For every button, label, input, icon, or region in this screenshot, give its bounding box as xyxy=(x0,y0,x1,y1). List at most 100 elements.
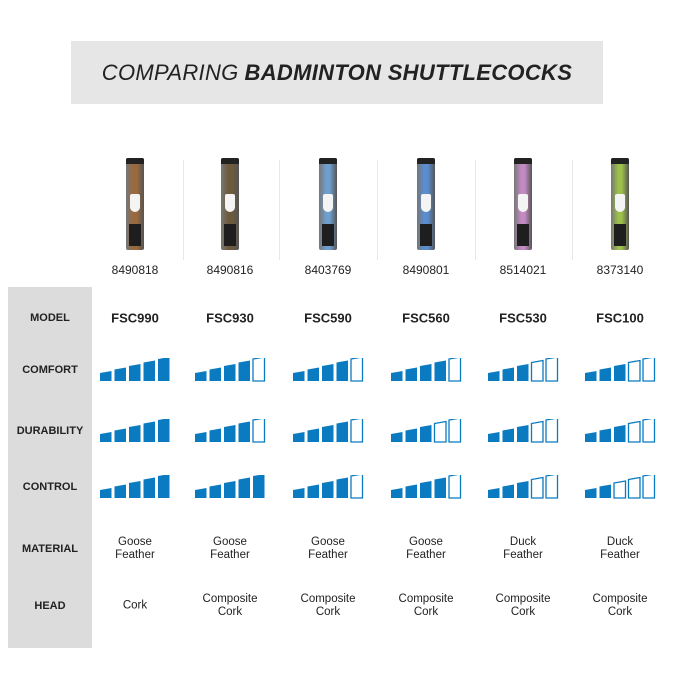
rating-bar-empty xyxy=(642,358,656,382)
rating-bar-empty xyxy=(530,476,544,499)
rating-bar-filled xyxy=(129,425,141,442)
rating-bar-filled xyxy=(293,371,305,381)
head-line: Composite xyxy=(495,593,551,605)
product-model: FSC590 xyxy=(304,310,352,326)
rating-bar-filled xyxy=(614,425,626,442)
rating-bar-filled xyxy=(100,371,112,381)
rating-bar-empty xyxy=(627,420,641,443)
rating-bar-filled xyxy=(405,484,417,498)
rating-bar-filled xyxy=(293,488,305,498)
column-divider xyxy=(571,160,573,260)
control-rating xyxy=(391,475,462,499)
head-line: Composite xyxy=(592,593,648,605)
rating-bar-empty xyxy=(545,419,559,443)
material-line: Duck xyxy=(606,536,634,548)
column-divider xyxy=(182,160,184,260)
product-sku: 8514021 xyxy=(499,263,547,277)
rating-bar-filled xyxy=(420,364,432,381)
shuttlecock-tube-image xyxy=(126,158,144,250)
rating-bar-filled xyxy=(488,488,500,498)
rating-bar-filled xyxy=(488,432,500,442)
row-label-control: CONTROL xyxy=(22,481,78,493)
product-material: Goose Feather xyxy=(185,536,275,562)
rating-bar-filled xyxy=(307,428,319,442)
rating-bar-filled xyxy=(614,364,626,381)
rating-bar-empty xyxy=(350,358,364,382)
rating-bar-filled xyxy=(488,371,500,381)
product-material: Goose Feather xyxy=(90,536,180,562)
row-label-durability: DURABILITY xyxy=(16,425,84,437)
durability-rating xyxy=(391,419,462,443)
rating-bar-empty xyxy=(642,475,656,499)
shuttlecock-tube-image xyxy=(611,158,629,250)
head-line: Cork xyxy=(315,606,341,618)
rating-bar-empty xyxy=(350,419,364,443)
rating-bar-filled xyxy=(114,367,126,381)
rating-bar-filled xyxy=(517,425,529,442)
rating-bar-filled xyxy=(238,477,250,498)
rating-bar-filled xyxy=(293,432,305,442)
rating-bar-filled xyxy=(599,484,611,498)
rating-bar-filled xyxy=(517,364,529,381)
durability-rating xyxy=(488,419,559,443)
rating-bar-empty xyxy=(433,420,447,443)
comfort-rating xyxy=(195,358,266,382)
head-line: Cork xyxy=(217,606,243,618)
product-material: Goose Feather xyxy=(283,536,373,562)
rating-bar-empty xyxy=(448,358,462,382)
product-head: Composite Cork xyxy=(381,593,471,619)
head-line: Cork xyxy=(607,606,633,618)
rating-bar-filled xyxy=(405,367,417,381)
row-label-material: MATERIAL xyxy=(21,543,78,555)
product-model: FSC530 xyxy=(499,310,547,326)
product-head: Composite Cork xyxy=(283,593,373,619)
material-line: Feather xyxy=(600,549,640,561)
product-sku: 8490816 xyxy=(206,263,254,277)
rating-bar-filled xyxy=(322,425,334,442)
product-sku: 8373140 xyxy=(596,263,644,277)
rating-bar-filled xyxy=(195,488,207,498)
rating-bar-filled xyxy=(336,360,348,381)
product-model: FSC560 xyxy=(402,310,450,326)
material-line: Goose xyxy=(213,536,247,548)
material-line: Feather xyxy=(115,549,155,561)
rating-bar-filled xyxy=(114,428,126,442)
comfort-rating xyxy=(585,358,656,382)
product-sku: 8403769 xyxy=(304,263,352,277)
rating-bar-empty xyxy=(530,420,544,443)
rating-bar-empty xyxy=(252,419,266,443)
rating-bar-filled xyxy=(434,360,446,381)
rating-bar-empty xyxy=(530,359,544,382)
rating-bar-filled xyxy=(420,481,432,498)
rating-bar-filled xyxy=(129,364,141,381)
rating-bar-filled xyxy=(434,477,446,498)
product-sku: 8490801 xyxy=(402,263,450,277)
rating-bar-filled xyxy=(143,421,155,442)
comfort-rating xyxy=(100,358,170,381)
rating-bar-filled xyxy=(195,432,207,442)
shuttlecock-tube-image xyxy=(221,158,239,250)
product-material: Duck Feather xyxy=(575,536,665,562)
rating-bar-filled xyxy=(209,367,221,381)
material-line: Feather xyxy=(210,549,250,561)
rating-bar-filled xyxy=(502,428,514,442)
rating-bar-filled xyxy=(114,484,126,498)
rating-bar-filled xyxy=(599,367,611,381)
rating-bar-filled xyxy=(585,488,597,498)
head-line: Composite xyxy=(202,593,258,605)
rating-bar-filled xyxy=(585,432,597,442)
rating-bar-filled xyxy=(599,428,611,442)
material-line: Feather xyxy=(503,549,543,561)
rating-bar-filled xyxy=(585,371,597,381)
rating-bar-filled xyxy=(224,481,236,498)
rating-bar-empty xyxy=(627,476,641,499)
rating-bar-filled xyxy=(253,475,265,498)
rating-bar-filled xyxy=(322,364,334,381)
rating-bar-empty xyxy=(545,358,559,382)
control-rating xyxy=(100,475,170,498)
shuttlecock-tube-image xyxy=(319,158,337,250)
product-model: FSC990 xyxy=(111,310,159,326)
rating-bar-filled xyxy=(158,419,170,442)
row-label-head: HEAD xyxy=(34,600,66,612)
durability-rating xyxy=(195,419,266,443)
